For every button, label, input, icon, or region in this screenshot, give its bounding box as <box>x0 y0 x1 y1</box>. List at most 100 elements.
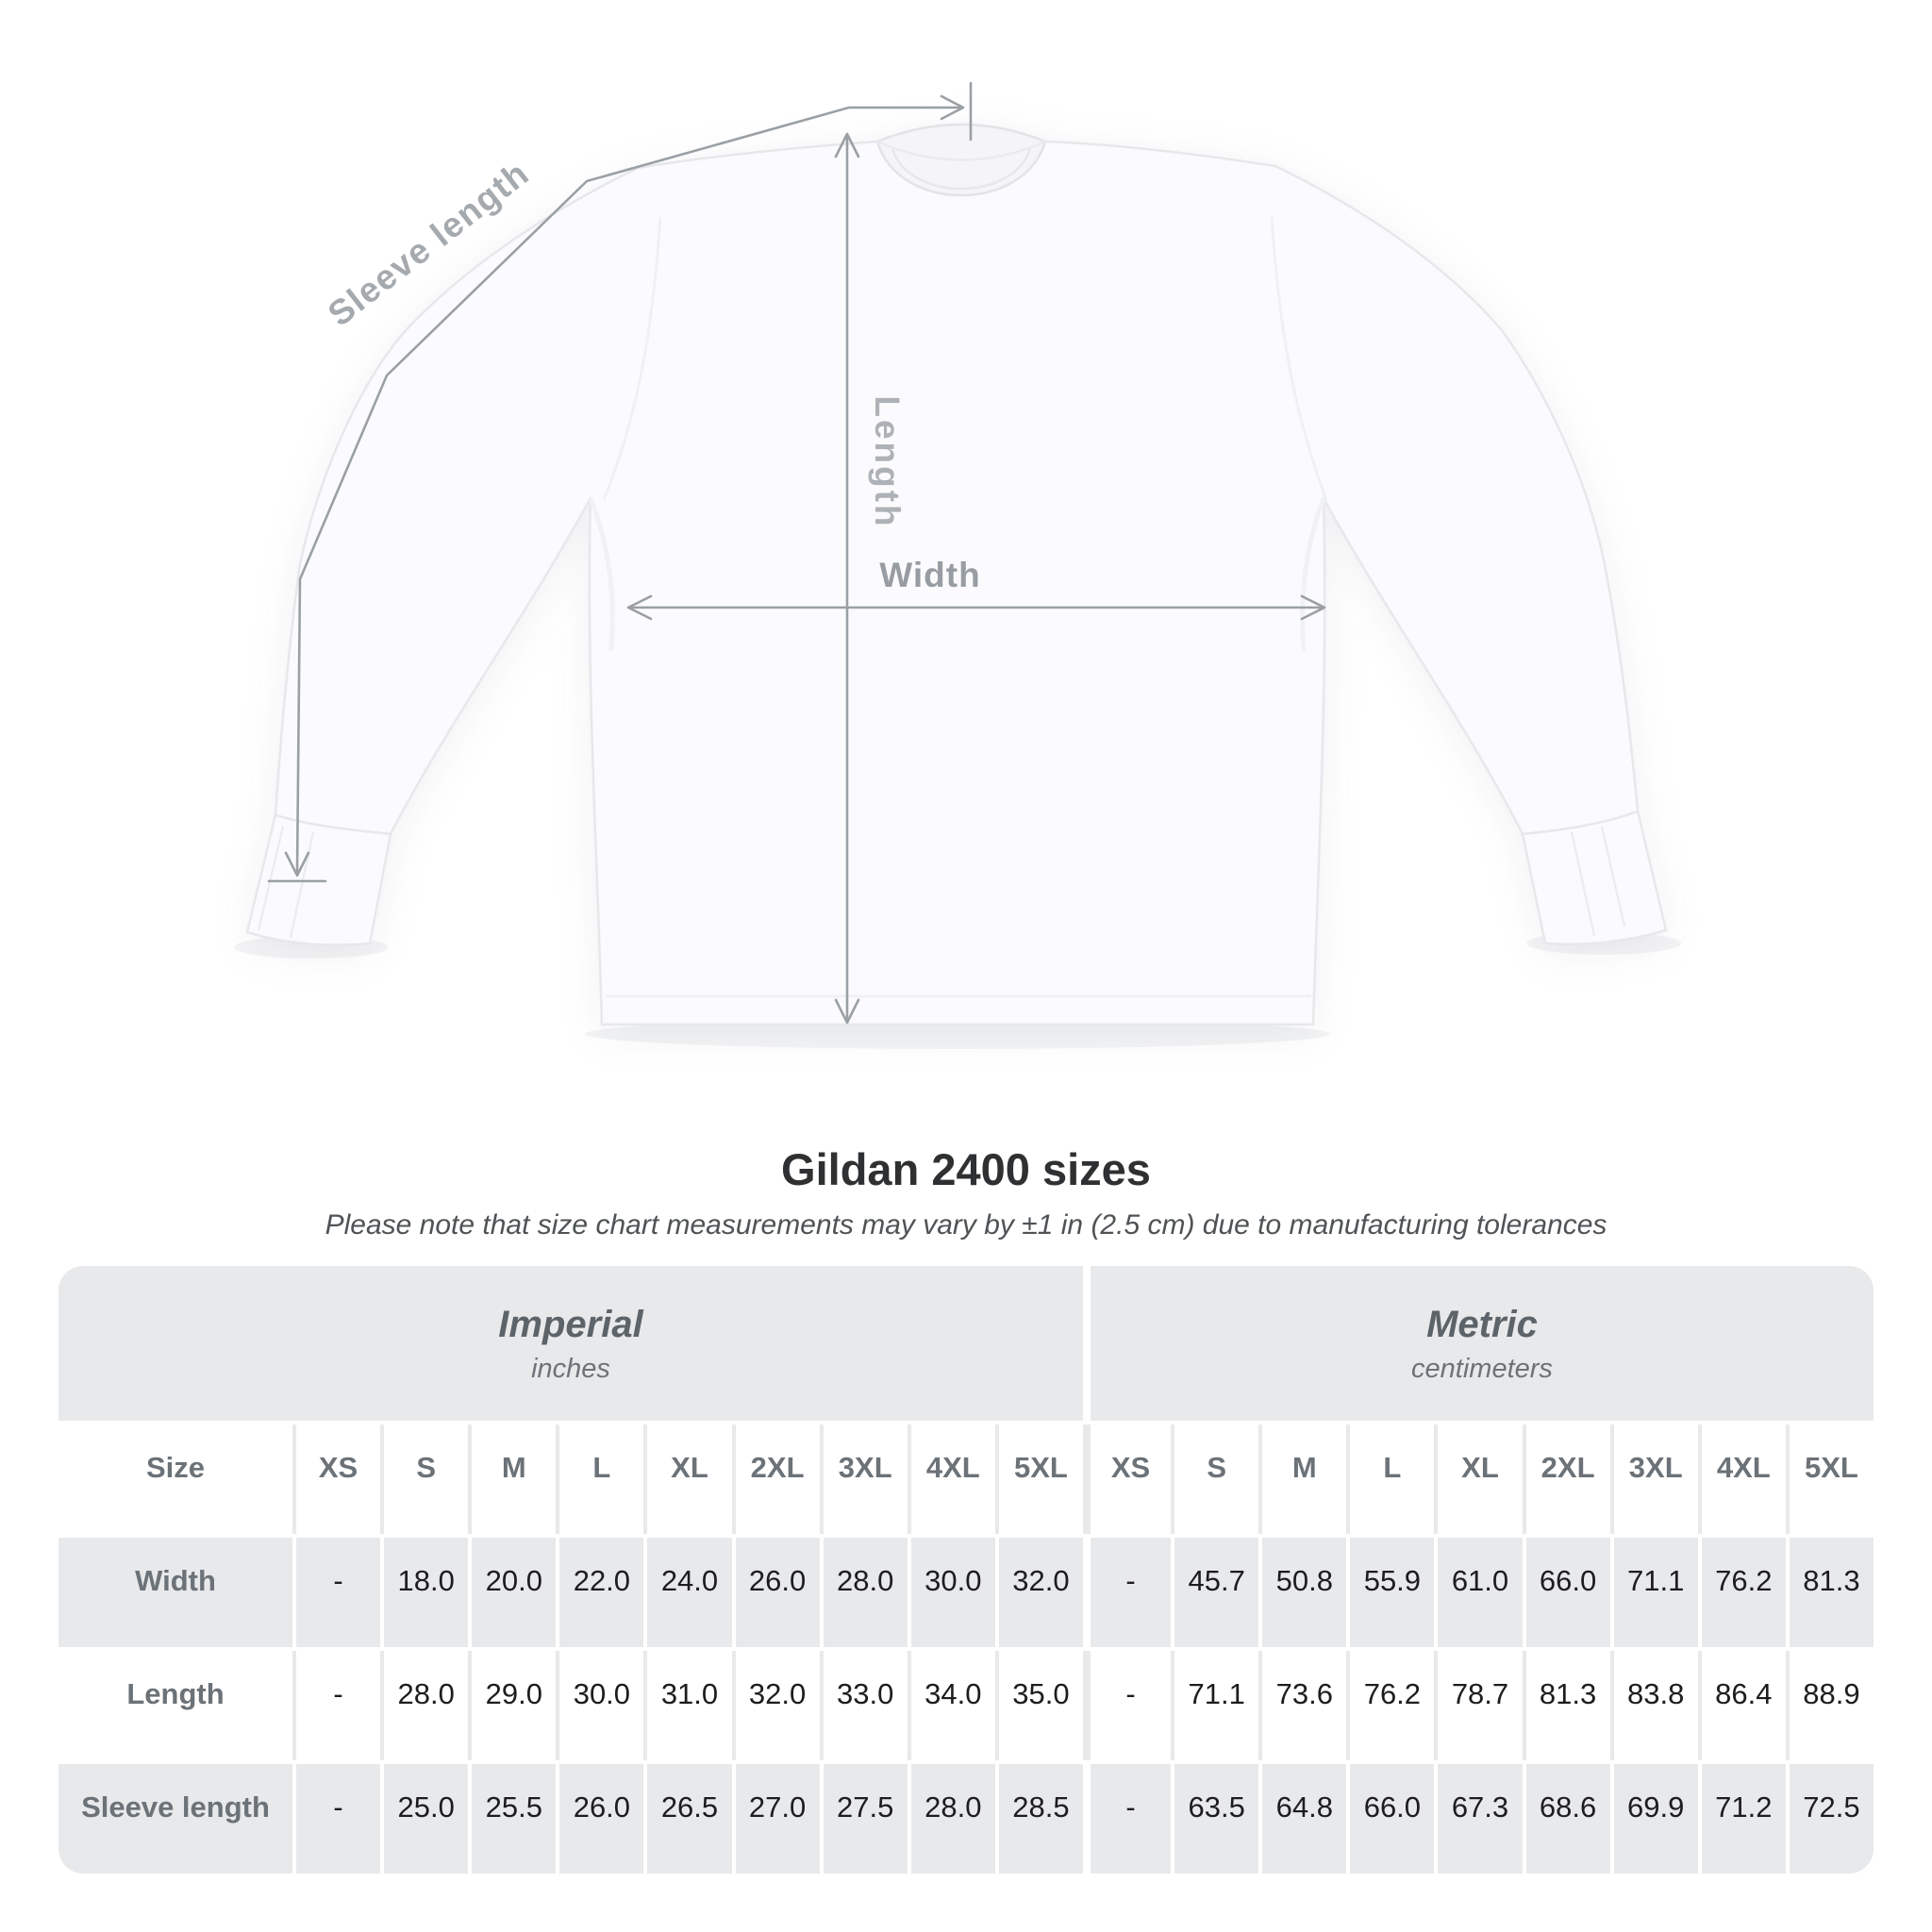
value-cell: - <box>296 1651 381 1760</box>
value-cell: 35.0 <box>998 1651 1083 1760</box>
size-header-row: Size XS S M L XL 2XL 3XL 4XL 5XL XS S M L XL 2XL 3XL 4XL 5… <box>58 1424 1874 1534</box>
length-label: Length <box>868 395 907 528</box>
value-cell: - <box>1087 1651 1172 1760</box>
size-cell: XS <box>1087 1424 1172 1534</box>
imperial-section-title: Imperial <box>498 1304 643 1345</box>
page-title: Gildan 2400 sizes <box>781 1144 1151 1194</box>
value-cell: 55.9 <box>1350 1538 1435 1647</box>
tolerance-note: Please note that size chart measurements… <box>325 1209 1607 1241</box>
shirt-illustration <box>245 123 1668 1026</box>
value-cell: 32.0 <box>735 1651 820 1760</box>
value-cell: 31.0 <box>647 1651 732 1760</box>
value-cell: 68.6 <box>1525 1764 1610 1874</box>
value-cell: 73.6 <box>1262 1651 1347 1760</box>
right-shoulder-seam <box>1270 216 1328 501</box>
size-cell: 4XL <box>1701 1424 1786 1534</box>
value-cell: 67.3 <box>1438 1764 1523 1874</box>
value-cell: 27.5 <box>823 1764 908 1874</box>
right-cuff-ribs <box>1570 825 1626 937</box>
value-cell: - <box>1087 1764 1172 1874</box>
value-cell: 81.3 <box>1525 1651 1610 1760</box>
value-cell: 24.0 <box>647 1538 732 1647</box>
size-cell: 5XL <box>998 1424 1083 1534</box>
value-cell: - <box>1087 1538 1172 1647</box>
value-cell: 76.2 <box>1701 1538 1786 1647</box>
value-cell: 32.0 <box>998 1538 1083 1647</box>
value-cell: 88.9 <box>1789 1651 1874 1760</box>
width-arrow-left-icon <box>626 594 653 621</box>
metric-section-header: Metric centimeters <box>1087 1266 1874 1421</box>
value-cell: 83.8 <box>1613 1651 1698 1760</box>
size-cell: 5XL <box>1789 1424 1874 1534</box>
sleeve-arrow-right-icon <box>940 94 965 121</box>
size-cell: M <box>472 1424 557 1534</box>
value-cell: 71.1 <box>1174 1651 1259 1760</box>
size-cell: XL <box>647 1424 732 1534</box>
value-cell: 81.3 <box>1789 1538 1874 1647</box>
value-cell: 66.0 <box>1525 1538 1610 1647</box>
value-cell: 20.0 <box>472 1538 557 1647</box>
sleeve-measure-line <box>295 106 964 875</box>
size-cell: M <box>1262 1424 1347 1534</box>
shirt-outline <box>245 123 1668 1026</box>
size-cell: XS <box>296 1424 381 1534</box>
size-cell: L <box>559 1424 644 1534</box>
shirt-diagram: Sleeve length Length Width <box>234 81 1681 1049</box>
size-cell: L <box>1350 1424 1435 1534</box>
metric-section-unit: centimeters <box>1411 1354 1553 1384</box>
heading: Gildan 2400 sizes Please note that size … <box>0 1143 1932 1243</box>
value-cell: 50.8 <box>1262 1538 1347 1647</box>
size-cell: 2XL <box>1525 1424 1610 1534</box>
value-cell: 30.0 <box>559 1651 644 1760</box>
value-cell: 76.2 <box>1350 1651 1435 1760</box>
value-cell: 29.0 <box>472 1651 557 1760</box>
back-collar-line <box>876 140 1046 161</box>
value-cell: 27.0 <box>735 1764 820 1874</box>
value-cell: - <box>296 1764 381 1874</box>
measure-label: Sleeve length <box>58 1764 292 1874</box>
value-cell: 71.1 <box>1613 1538 1698 1647</box>
value-cell: 28.0 <box>910 1764 995 1874</box>
value-cell: 18.0 <box>384 1538 469 1647</box>
metric-section-title: Metric <box>1426 1304 1538 1345</box>
size-cell: 3XL <box>823 1424 908 1534</box>
length-arrow-down-icon <box>834 998 860 1024</box>
table-row: Sleeve length -25.0 25.5 26.0 26.5 27.0 27.5 28… <box>58 1764 1874 1874</box>
table-row: Width -18.0 20.0 22.0 24.0 26.0 28.0 30.0 32.0-4… <box>58 1538 1874 1647</box>
size-cell: 3XL <box>1613 1424 1698 1534</box>
value-cell: 86.4 <box>1701 1651 1786 1760</box>
value-cell: 26.0 <box>735 1538 820 1647</box>
unit-section-band: Imperial inches Metric centimeters <box>58 1266 1874 1421</box>
value-cell: - <box>296 1538 381 1647</box>
right-armpit-fold <box>1300 497 1326 652</box>
imperial-section-unit: inches <box>531 1354 610 1384</box>
value-cell: 78.7 <box>1438 1651 1523 1760</box>
value-cell: 61.0 <box>1438 1538 1523 1647</box>
value-cell: 30.0 <box>910 1538 995 1647</box>
sleeve-arrow-down-icon <box>284 851 310 877</box>
measure-label: Width <box>58 1538 292 1647</box>
length-arrow-up-icon <box>834 132 860 158</box>
left-armpit-fold <box>588 497 615 652</box>
size-cell: 2XL <box>735 1424 820 1534</box>
value-cell: 71.2 <box>1701 1764 1786 1874</box>
width-measure: Width <box>626 556 1326 621</box>
size-cell: S <box>1174 1424 1259 1534</box>
value-cell: 45.7 <box>1174 1538 1259 1647</box>
value-cell: 63.5 <box>1174 1764 1259 1874</box>
value-cell: 22.0 <box>559 1538 644 1647</box>
right-cuff-seam <box>1522 809 1639 836</box>
table-row: Length -28.0 29.0 30.0 31.0 32.0 33.0 34.0 35.0-… <box>58 1651 1874 1760</box>
value-cell: 28.5 <box>998 1764 1083 1874</box>
value-cell: 28.0 <box>823 1538 908 1647</box>
size-table: Imperial inches Metric centimeters Size X… <box>58 1266 1874 1874</box>
value-cell: 26.0 <box>559 1764 644 1874</box>
collar-rib-line <box>891 148 1032 191</box>
length-measure: Length <box>834 132 907 1024</box>
value-cell: 66.0 <box>1350 1764 1435 1874</box>
value-cell: 34.0 <box>910 1651 995 1760</box>
measure-label: Length <box>58 1651 292 1760</box>
size-cell: XL <box>1438 1424 1523 1534</box>
left-cuff-ribs <box>257 825 315 939</box>
